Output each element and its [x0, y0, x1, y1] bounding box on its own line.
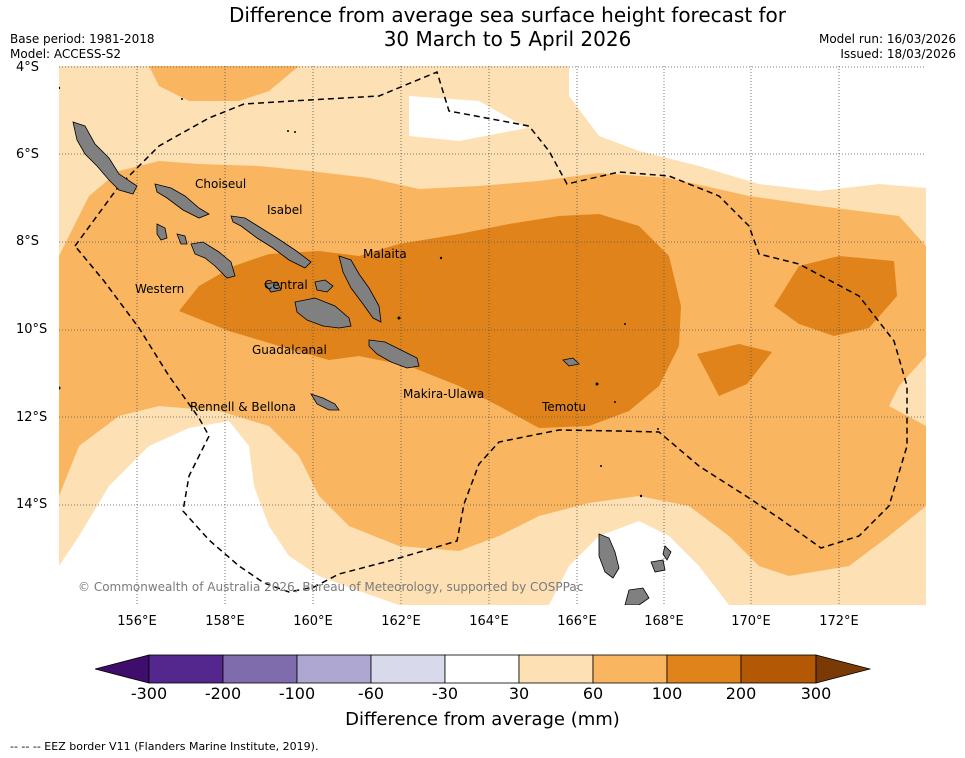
islands	[72, 121, 672, 605]
colorbar	[95, 654, 871, 684]
map-svg	[59, 66, 926, 605]
island-vanuatu-south	[624, 587, 650, 605]
island-vanuatu-mid	[650, 559, 666, 573]
copyright-notice: © Commonwealth of Australia 2026, Bureau…	[78, 580, 584, 594]
island-shortland	[176, 233, 188, 245]
lon-label-158e: 158°E	[205, 614, 245, 629]
base-period: Base period: 1981-2018	[10, 32, 155, 46]
model-name: Model: ACCESS-S2	[10, 47, 122, 61]
region-label-guadalcanal: Guadalcanal	[252, 343, 327, 357]
colorbar-bin-6	[518, 654, 594, 684]
region-label-western: Western	[135, 282, 185, 296]
colorbar-tick-label: -30	[431, 684, 459, 703]
anomaly-100-200-southeast	[697, 344, 772, 396]
colorbar-bin-5	[444, 654, 520, 684]
lon-label-170e: 170°E	[731, 614, 771, 629]
lat-label-6s: 6°S	[16, 147, 40, 162]
anomaly-100-200-east	[774, 256, 897, 336]
lat-label-4s: 4°S	[16, 60, 40, 75]
island-vella	[156, 223, 168, 241]
colorbar-bin-7	[592, 654, 668, 684]
island-isabel	[230, 215, 312, 269]
title-line-2: 30 March to 5 April 2026	[383, 27, 632, 51]
colorbar-tick-label: 200	[725, 684, 757, 703]
eez-border	[74, 70, 908, 593]
meta-left: Base period: 1981-2018 Model: ACCESS-S2	[10, 32, 155, 62]
island-makira	[368, 339, 420, 369]
lon-label-168e: 168°E	[644, 614, 684, 629]
title-line-1: Difference from average sea surface heig…	[228, 3, 787, 27]
meta-right: Model run: 16/03/2026 Issued: 18/03/2026	[819, 32, 956, 62]
lat-label-8s: 8°S	[16, 234, 40, 249]
region-label-choiseul: Choiseul	[195, 177, 247, 191]
lat-label-10s: 10°S	[16, 322, 48, 337]
island-russell	[264, 281, 282, 293]
colorbar-bin-2	[222, 654, 298, 684]
region-label-makira: Makira-Ulawa	[403, 387, 485, 401]
region-label-malaita: Malaita	[363, 247, 407, 261]
lon-label-172e: 172°E	[819, 614, 859, 629]
lon-label-166e: 166°E	[557, 614, 597, 629]
anomaly-neutral-north	[409, 96, 527, 141]
lat-label-14s: 14°S	[16, 497, 48, 512]
island-choiseul	[72, 121, 138, 195]
colorbar-tick-label: -60	[357, 684, 385, 703]
lon-label-156e: 156°E	[117, 614, 157, 629]
eez-legend: -- -- -- EEZ border V11 (Flanders Marine…	[10, 740, 319, 753]
anomaly-neutral-southwest	[59, 421, 399, 605]
colorbar-tick-label: 100	[651, 684, 683, 703]
colorbar-tick-label: 30	[508, 684, 530, 703]
model-run: Model run: 16/03/2026	[818, 32, 956, 46]
lon-label-164e: 164°E	[469, 614, 509, 629]
chart-title: Difference from average sea surface heig…	[0, 3, 965, 51]
colorbar-bin-3	[296, 654, 372, 684]
lon-label-162e: 162°E	[381, 614, 421, 629]
colorbar-bin-1	[148, 654, 224, 684]
island-rennell	[310, 393, 340, 411]
colorbar-tick-label: -100	[278, 684, 316, 703]
island-temotu	[562, 357, 580, 367]
island-guadalcanal	[294, 297, 352, 329]
anomaly-neutral-southeast	[549, 521, 729, 605]
island-new-georgia	[154, 183, 210, 219]
anomaly-neutral-northeast	[569, 66, 926, 191]
island-vanuatu-east	[662, 545, 672, 561]
island-malaita	[338, 255, 382, 323]
island-florida	[314, 279, 334, 293]
colorbar-tick-label: 300	[800, 684, 832, 703]
islets	[59, 86, 659, 498]
map-panel	[59, 66, 926, 605]
colorbar-extend-low	[95, 654, 150, 684]
colorbar-bin-8	[666, 654, 742, 684]
colorbar-title: Difference from average (mm)	[345, 709, 620, 730]
colorbar-tick-label: 60	[582, 684, 604, 703]
issued-date: Issued: 18/03/2026	[840, 47, 956, 61]
region-label-rennell: Rennell & Bellona	[190, 400, 297, 414]
colorbar-tick-label: -200	[204, 684, 242, 703]
anomaly-30-60-northcap	[149, 66, 299, 101]
colorbar-tick-label: -300	[130, 684, 168, 703]
lat-label-12s: 12°S	[16, 410, 48, 425]
colorbar-bin-9	[740, 654, 817, 684]
region-label-central: Central	[264, 278, 308, 292]
colorbar-extend-high	[815, 654, 871, 684]
colorbar-bin-4	[370, 654, 446, 684]
region-label-temotu: Temotu	[542, 400, 587, 414]
island-western-group	[190, 241, 236, 279]
region-label-isabel: Isabel	[267, 203, 303, 217]
island-vanuatu-north	[598, 533, 620, 579]
lon-label-160e: 160°E	[293, 614, 333, 629]
